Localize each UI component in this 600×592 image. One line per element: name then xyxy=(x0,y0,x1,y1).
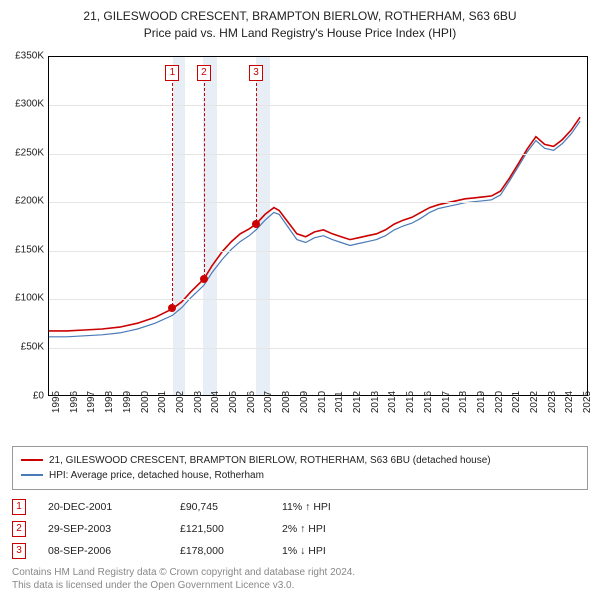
footer-note: Contains HM Land Registry data © Crown c… xyxy=(12,566,588,592)
legend-item-2: HPI: Average price, detached house, Roth… xyxy=(21,468,579,483)
events-table: 1 20-DEC-2001 £90,745 11% ↑ HPI 2 29-SEP-2003… xyxy=(12,496,588,562)
x-axis-label: 1995 xyxy=(51,390,62,412)
x-axis-label: 2002 xyxy=(175,390,186,412)
legend-label-1: 21, GILESWOOD CRESCENT, BRAMPTON BIERLOW… xyxy=(49,453,491,468)
event-dot xyxy=(252,220,260,228)
x-axis-label: 2017 xyxy=(441,390,452,412)
event-row: 3 08-SEP-2006 £178,000 1% ↓ HPI xyxy=(12,540,588,562)
x-axis-label: 2022 xyxy=(529,390,540,412)
event-hpi: 2% ↑ HPI xyxy=(282,523,372,535)
gridline xyxy=(49,251,587,252)
gridline xyxy=(49,202,587,203)
x-axis-label: 2004 xyxy=(210,390,221,412)
event-date: 29-SEP-2003 xyxy=(48,523,158,535)
x-axis-label: 1998 xyxy=(104,390,115,412)
x-axis-label: 2001 xyxy=(157,390,168,412)
event-number-box: 2 xyxy=(12,521,26,537)
event-number-box: 1 xyxy=(12,499,26,515)
gridline xyxy=(49,105,587,106)
y-axis-label: £300K xyxy=(2,99,44,110)
x-axis-label: 2003 xyxy=(193,390,204,412)
x-axis-label: 1999 xyxy=(122,390,133,412)
gridline xyxy=(49,348,587,349)
series-line xyxy=(49,117,580,331)
x-axis-label: 1997 xyxy=(86,390,97,412)
y-axis-label: £0 xyxy=(2,390,44,401)
legend-label-2: HPI: Average price, detached house, Roth… xyxy=(49,468,264,483)
event-dot xyxy=(200,275,208,283)
gridline xyxy=(49,299,587,300)
event-row: 1 20-DEC-2001 £90,745 11% ↑ HPI xyxy=(12,496,588,518)
x-axis-label: 2023 xyxy=(547,390,558,412)
title-line-1: 21, GILESWOOD CRESCENT, BRAMPTON BIERLOW… xyxy=(10,8,590,25)
y-axis-label: £250K xyxy=(2,147,44,158)
x-axis-label: 2015 xyxy=(405,390,416,412)
x-axis-label: 2007 xyxy=(263,390,274,412)
event-hpi: 11% ↑ HPI xyxy=(282,501,372,513)
x-axis-label: 2005 xyxy=(228,390,239,412)
event-marker: 2 xyxy=(197,65,211,81)
x-axis-label: 2020 xyxy=(494,390,505,412)
x-axis-label: 2013 xyxy=(370,390,381,412)
x-axis-label: 2016 xyxy=(423,390,434,412)
event-hpi: 1% ↓ HPI xyxy=(282,545,372,557)
event-price: £90,745 xyxy=(180,501,260,513)
event-row: 2 29-SEP-2003 £121,500 2% ↑ HPI xyxy=(12,518,588,540)
event-price: £121,500 xyxy=(180,523,260,535)
chart-area: 1 2 3 £0 £50K £100K £150K £200K £250K £300K £350K… xyxy=(0,46,600,446)
y-axis-label: £150K xyxy=(2,244,44,255)
x-axis-label: 2009 xyxy=(299,390,310,412)
x-axis-label: 2019 xyxy=(476,390,487,412)
x-axis-label: 2000 xyxy=(140,390,151,412)
event-dashed-line xyxy=(172,83,173,307)
x-axis-label: 2008 xyxy=(281,390,292,412)
x-axis-label: 2011 xyxy=(334,391,345,413)
event-dot xyxy=(168,304,176,312)
y-axis-label: £50K xyxy=(2,342,44,353)
title-line-2: Price paid vs. HM Land Registry's House … xyxy=(10,25,590,42)
x-axis-label: 2010 xyxy=(317,390,328,412)
y-axis-label: £350K xyxy=(2,50,44,61)
x-axis-label: 2014 xyxy=(387,390,398,412)
legend-swatch-1 xyxy=(21,459,43,461)
y-axis-label: £100K xyxy=(2,293,44,304)
legend-item-1: 21, GILESWOOD CRESCENT, BRAMPTON BIERLOW… xyxy=(21,453,579,468)
event-price: £178,000 xyxy=(180,545,260,557)
event-marker: 3 xyxy=(249,65,263,81)
chart-title-block: 21, GILESWOOD CRESCENT, BRAMPTON BIERLOW… xyxy=(0,0,600,46)
x-axis-label: 2024 xyxy=(564,390,575,412)
event-dashed-line xyxy=(204,83,205,277)
x-axis-label: 2021 xyxy=(511,390,522,412)
x-axis-label: 1996 xyxy=(69,390,80,412)
x-axis-label: 2025 xyxy=(582,390,593,412)
x-axis-label: 2018 xyxy=(458,390,469,412)
y-axis-label: £200K xyxy=(2,196,44,207)
event-date: 08-SEP-2006 xyxy=(48,545,158,557)
x-axis-label: 2012 xyxy=(352,390,363,412)
legend-swatch-2 xyxy=(21,474,43,476)
plot-area: 1 2 3 xyxy=(48,56,588,396)
event-date: 20-DEC-2001 xyxy=(48,501,158,513)
legend: 21, GILESWOOD CRESCENT, BRAMPTON BIERLOW… xyxy=(12,446,588,490)
footer-line-1: Contains HM Land Registry data © Crown c… xyxy=(12,566,588,579)
event-marker: 1 xyxy=(165,65,179,81)
chart-svg xyxy=(49,57,587,395)
gridline xyxy=(49,154,587,155)
x-axis-label: 2006 xyxy=(246,390,257,412)
event-number-box: 3 xyxy=(12,543,26,559)
event-dashed-line xyxy=(256,83,257,222)
